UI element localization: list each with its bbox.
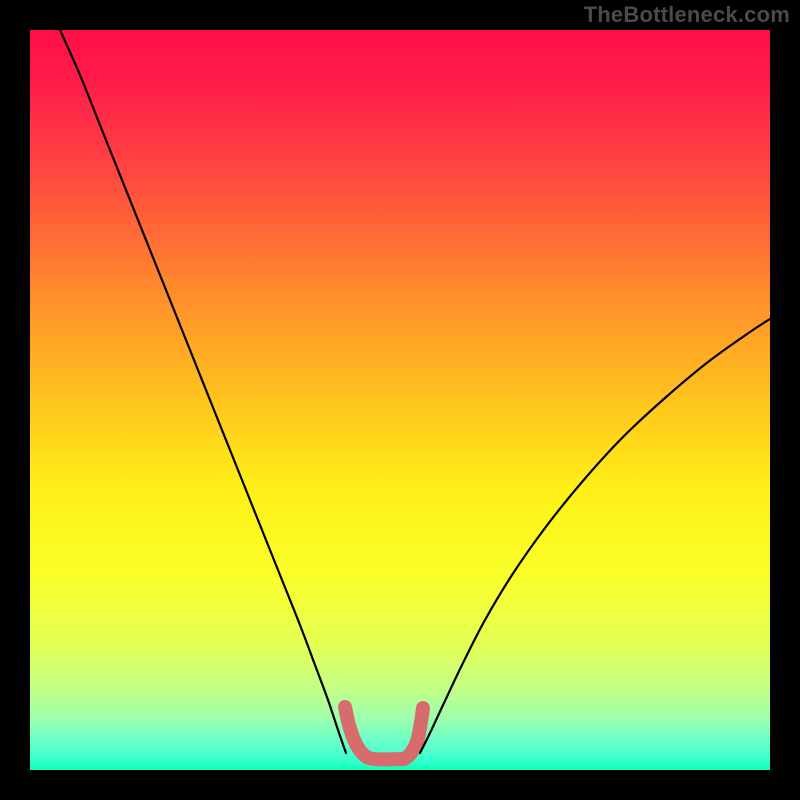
- gradient-background: [30, 30, 770, 770]
- bottleneck-chart: [0, 0, 800, 800]
- chart-frame: TheBottleneck.com: [0, 0, 800, 800]
- watermark-text: TheBottleneck.com: [584, 2, 790, 28]
